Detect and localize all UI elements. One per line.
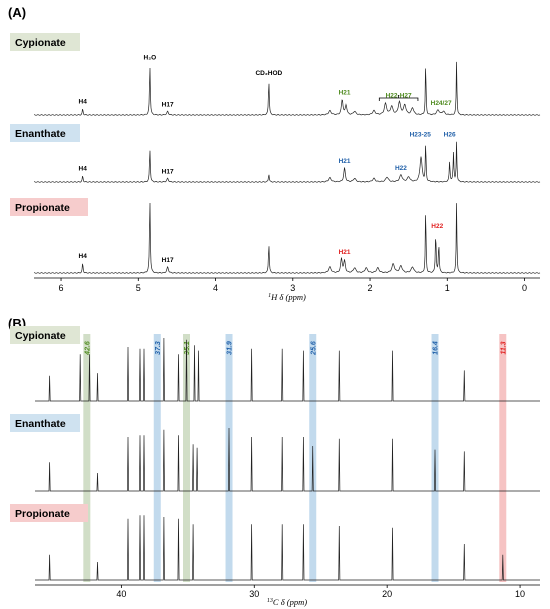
- x-tick-label: 6: [59, 283, 64, 293]
- x-tick-label: 5: [136, 283, 141, 293]
- spectrum-label-bg: [10, 326, 80, 344]
- x-tick-label: 10: [515, 589, 525, 599]
- spectrum-label-bg: [10, 504, 88, 522]
- x-tick-label: 3: [290, 283, 295, 293]
- x-tick-label: 20: [382, 589, 392, 599]
- peak-label: H23-25: [410, 131, 432, 138]
- spectrum-label-bg: [10, 124, 80, 142]
- band-label: 11.3: [500, 341, 507, 354]
- x-tick-label: 40: [116, 589, 126, 599]
- x-tick-label: 4: [213, 283, 218, 293]
- peak-label: H4: [79, 253, 88, 260]
- x-tick-label: 30: [249, 589, 259, 599]
- peak-label: H4: [79, 166, 88, 173]
- band-label: 42.6: [84, 341, 91, 356]
- peak-label: H4: [79, 99, 88, 106]
- c-spectrum-enanthate: Enanthate: [10, 414, 540, 492]
- peak-label: H21: [339, 90, 351, 97]
- spectrum-label: Propionate: [15, 508, 70, 520]
- x-axis-title: 13C δ (ppm): [267, 597, 307, 607]
- h-spectrum-enanthate: Enanthate H4 H17 H21 H22 H23-25 H26: [10, 124, 541, 183]
- c-spectrum-cypionate: Cypionate: [10, 326, 540, 402]
- peak-label: H24/27: [431, 100, 452, 107]
- band-label: 31.9: [227, 341, 234, 355]
- spectrum-line: [35, 515, 540, 581]
- x-tick-label: 2: [368, 283, 373, 293]
- highlight-band: [183, 334, 190, 582]
- x-tick-label: 1: [445, 283, 450, 293]
- peak-label: H22: [395, 165, 407, 172]
- spectrum-line: [34, 141, 541, 183]
- spectrum-label-bg: [10, 33, 80, 51]
- spectrum-line: [35, 427, 540, 492]
- peak-label: H17: [162, 169, 174, 176]
- spectrum-label: Cypionate: [15, 330, 66, 342]
- spectrum-label-bg: [10, 414, 80, 432]
- peak-label: H₂O: [144, 55, 157, 62]
- peak-bracket: [378, 95, 419, 101]
- spectrum-label-bg: [10, 198, 88, 216]
- spectrum-label: Propionate: [15, 202, 70, 214]
- spectrum-label: Cypionate: [15, 37, 66, 49]
- panel-b-13c-nmr: 42.6 37.3 35.1 31.9 25.6 16.4 11.3 Cypionate Ena…: [10, 326, 540, 607]
- x-axis-title: 1H δ (ppm): [268, 292, 306, 302]
- band-label: 25.6: [310, 341, 317, 356]
- peak-label: H21: [339, 158, 351, 165]
- peak-label: H17: [162, 102, 174, 109]
- highlight-band: [499, 334, 507, 582]
- spectrum-line: [34, 202, 541, 274]
- spectrum-line: [34, 61, 541, 116]
- peak-label: H17: [162, 257, 174, 264]
- peak-label: H26: [444, 131, 456, 138]
- highlight-band: [153, 334, 161, 582]
- peak-label: CD₂HOD: [255, 70, 282, 77]
- band-label: 37.3: [155, 341, 162, 355]
- peak-label: H21: [339, 249, 351, 256]
- spectrum-line: [35, 337, 540, 402]
- band-label: 16.4: [433, 341, 440, 355]
- spectrum-label: Enanthate: [15, 128, 66, 140]
- x-tick-label: 0: [522, 283, 527, 293]
- spectrum-label: Enanthate: [15, 418, 66, 430]
- band-label: 35.1: [184, 341, 191, 355]
- peak-label: H22: [431, 223, 443, 230]
- highlight-band: [83, 334, 91, 582]
- panel-a-label: (A): [8, 5, 26, 20]
- h-spectrum-propionate: Propionate H4 H17 H21 H22: [10, 198, 541, 274]
- c-spectrum-propionate: Propionate: [10, 504, 540, 581]
